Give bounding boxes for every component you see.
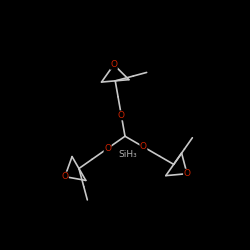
Text: O: O bbox=[184, 169, 190, 178]
Text: O: O bbox=[140, 142, 147, 151]
Text: O: O bbox=[118, 111, 125, 120]
Text: O: O bbox=[110, 60, 117, 69]
Text: O: O bbox=[61, 172, 68, 181]
Text: SiH₃: SiH₃ bbox=[118, 150, 137, 159]
Text: O: O bbox=[104, 144, 111, 153]
